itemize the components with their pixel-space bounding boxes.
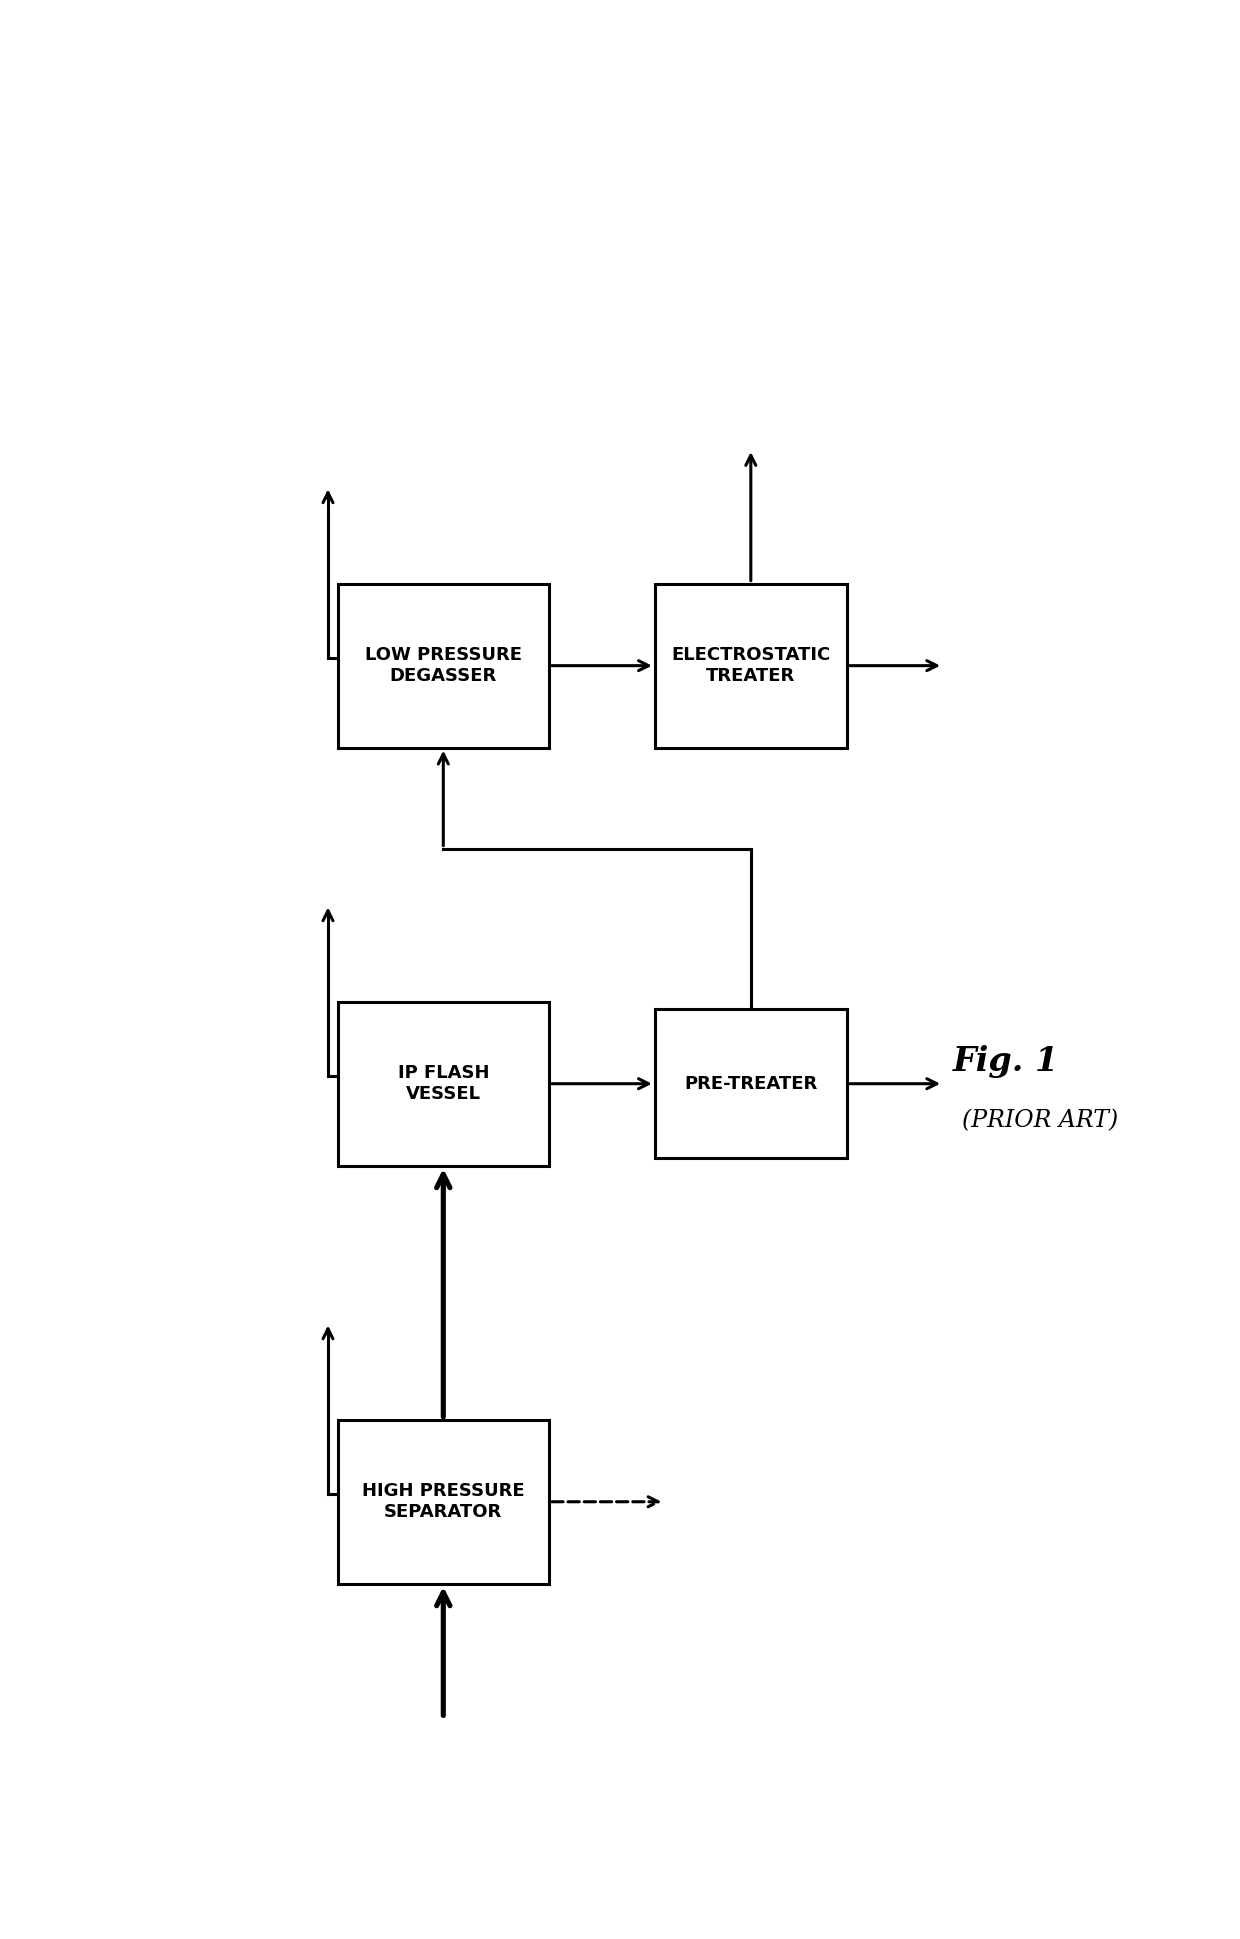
Text: LOW PRESSURE
DEGASSER: LOW PRESSURE DEGASSER: [365, 646, 522, 684]
Bar: [337, 584, 549, 748]
Text: ELECTROSTATIC
TREATER: ELECTROSTATIC TREATER: [671, 646, 831, 684]
Bar: [337, 1419, 549, 1584]
Text: HIGH PRESSURE
SEPARATOR: HIGH PRESSURE SEPARATOR: [362, 1481, 525, 1522]
Text: IP FLASH
VESSEL: IP FLASH VESSEL: [398, 1065, 489, 1103]
Bar: [655, 1008, 847, 1158]
Bar: [655, 584, 847, 748]
Text: (PRIOR ART): (PRIOR ART): [962, 1109, 1118, 1132]
Text: Fig. 1: Fig. 1: [952, 1045, 1059, 1078]
Text: PRE-TREATER: PRE-TREATER: [684, 1074, 817, 1094]
Bar: [337, 1002, 549, 1165]
